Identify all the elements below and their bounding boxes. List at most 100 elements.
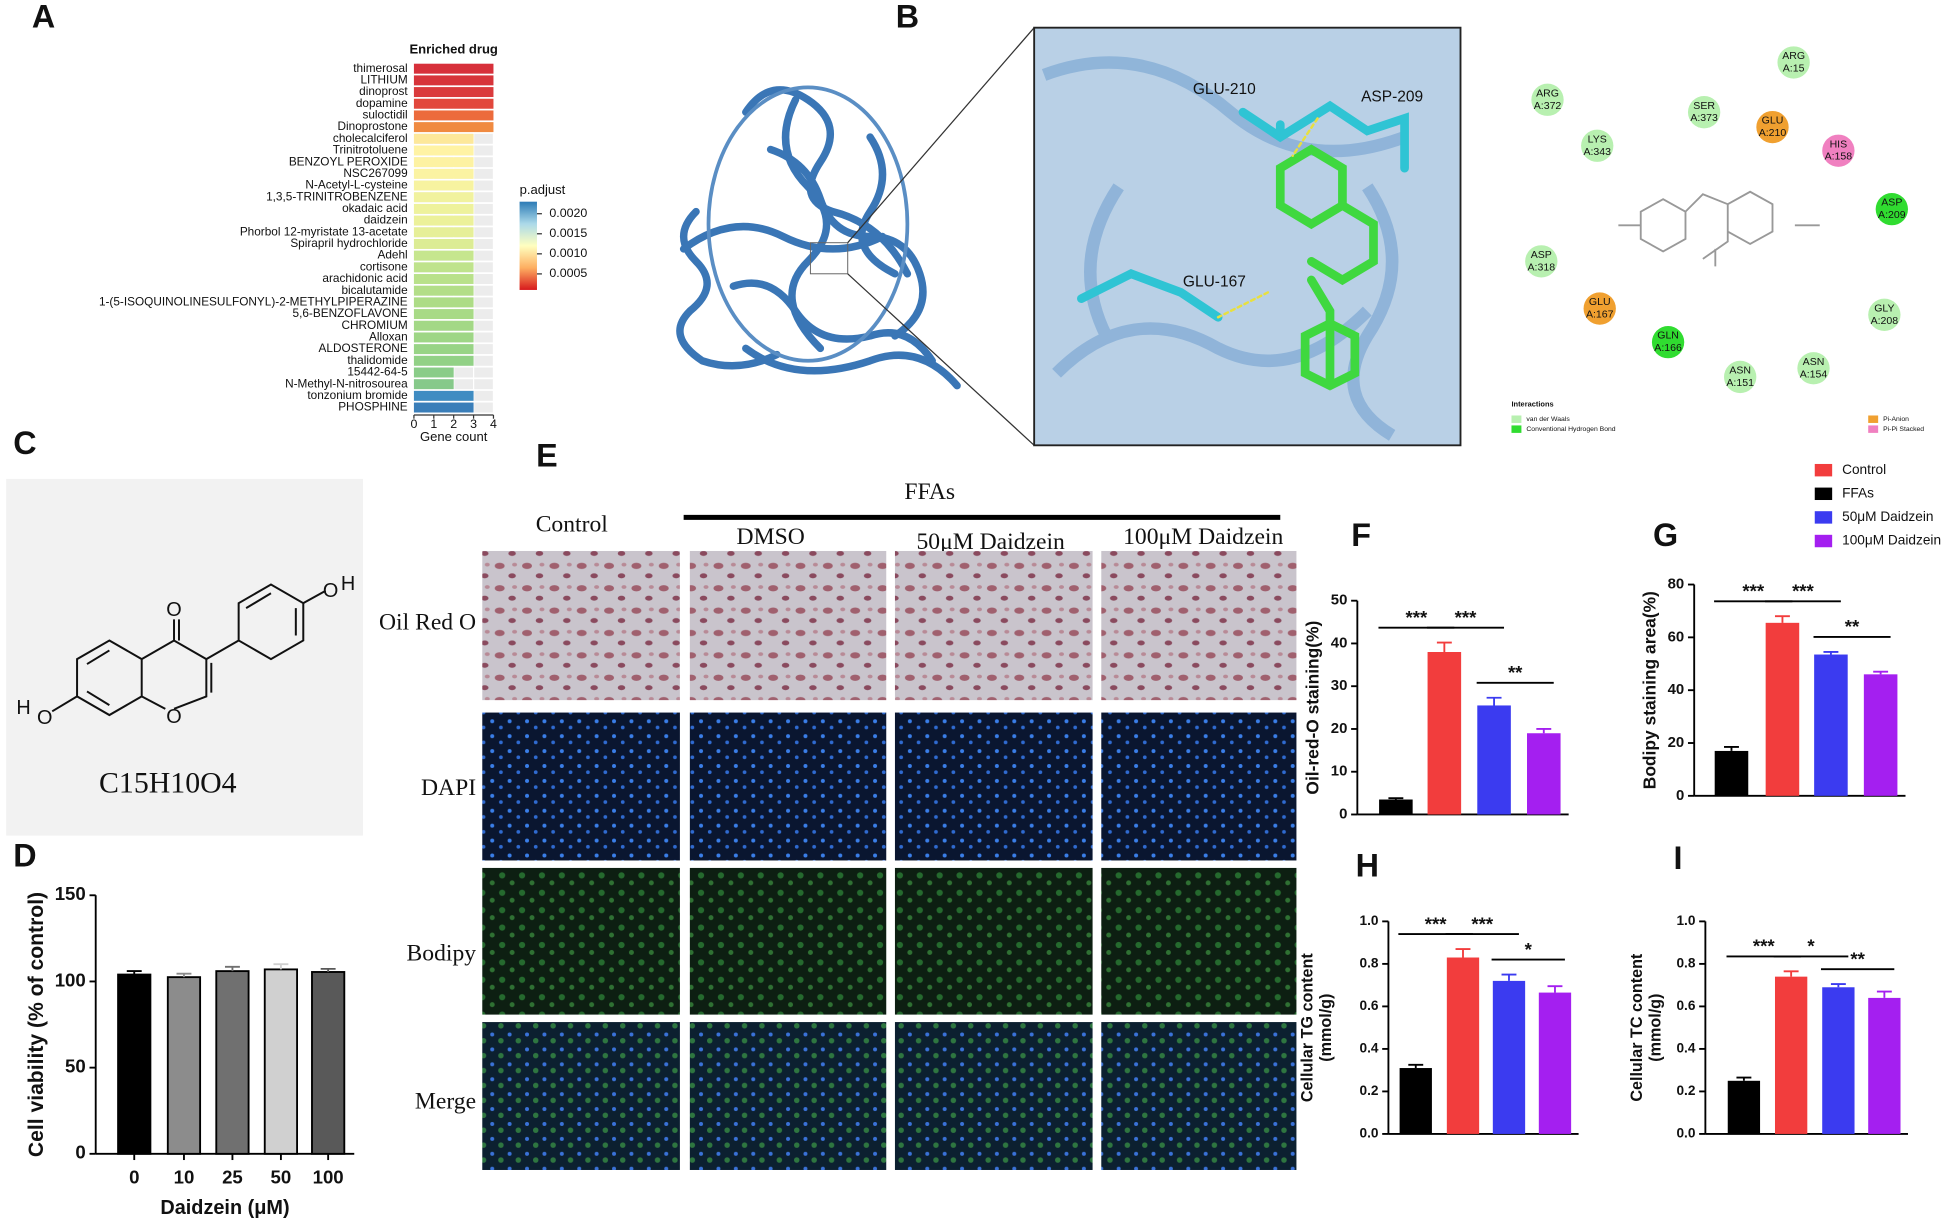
error-bar [126, 970, 142, 975]
residue-id: A:151 [1726, 377, 1754, 389]
atom-label: O [37, 707, 52, 729]
colorbar-tick-label: 0.0020 [549, 206, 587, 220]
micrograph [482, 712, 680, 861]
drug-label: thimerosal [353, 61, 407, 75]
residue-id: A:209 [1878, 209, 1906, 221]
y-tick-label: 0.2 [1676, 1083, 1695, 1098]
residue [1724, 360, 1757, 394]
drug-label: arachidonic acid [322, 271, 407, 285]
legend-label: Control [1842, 462, 1886, 477]
y-tick-label: 0 [75, 1142, 85, 1163]
cell-bg [474, 157, 493, 168]
error-bar [1823, 650, 1839, 655]
error-bar [1486, 696, 1502, 706]
zoom-ribbons [1041, 56, 1407, 441]
residue [1531, 83, 1564, 116]
error-bar [1547, 985, 1563, 993]
bar [413, 157, 474, 168]
micrograph [894, 712, 1093, 861]
micrograph [1101, 550, 1297, 701]
bar [413, 180, 474, 191]
colorbar [519, 201, 537, 290]
bar [413, 367, 454, 378]
legend-swatch [1814, 534, 1833, 548]
y-axis-label: Oil-red-O staining(%) [1302, 621, 1322, 795]
cell-bg [474, 344, 493, 355]
colorbar-title: p.adjust [520, 182, 566, 197]
bar [1868, 997, 1901, 1134]
significance-label: * [1525, 939, 1533, 960]
y-tick-label: 0.2 [1359, 1083, 1378, 1098]
atom-label: H [16, 697, 30, 719]
bar [413, 192, 474, 203]
column-label: Control [536, 512, 609, 538]
y-tick-label: 1.0 [1676, 913, 1695, 928]
drug-label: Phorbol 12-myristate 13-acetate [240, 224, 408, 238]
significance-label: *** [1406, 607, 1428, 628]
residue-id: A:208 [1871, 315, 1899, 327]
residue [1756, 110, 1789, 144]
drug-label: dinoprost [359, 84, 408, 98]
y-axis-label: Cell viability (% of control) [25, 892, 48, 1157]
cell-bg [474, 320, 493, 331]
bar [413, 297, 474, 308]
cell-bg [474, 390, 493, 401]
legend-label: Pi-Pi Stacked [1883, 426, 1924, 433]
atom-label: O [166, 706, 181, 728]
bar [413, 238, 474, 249]
atom-label: H [341, 573, 355, 595]
column-label: 50μM Daidzein [916, 529, 1065, 555]
bar [1399, 1068, 1432, 1134]
error-bar [1736, 1076, 1752, 1081]
residue [1868, 298, 1901, 331]
zoom-region [809, 242, 849, 275]
drug-label: BENZOYL PEROXIDE [289, 154, 408, 168]
residue [1777, 46, 1810, 79]
legend-label: FFAs [1842, 485, 1874, 500]
drug-label: 5,6-BENZOFLAVONE [293, 306, 408, 320]
cell-bg [474, 309, 493, 320]
y-axis-label: Cellular TC content [1628, 953, 1646, 1102]
cell-bg [474, 227, 493, 238]
significance-label: *** [1455, 607, 1477, 628]
residue-name: GLU [1762, 115, 1784, 127]
bar [413, 344, 474, 355]
legend-swatch [1511, 415, 1522, 423]
bar [413, 227, 474, 238]
legend-title: Interactions [1511, 399, 1553, 408]
significance-label: *** [1471, 913, 1493, 934]
cell-bg [474, 133, 493, 144]
panel-label: A [32, 0, 55, 35]
y-axis-label: Bodipy staining area(%) [1639, 591, 1659, 789]
atom-label: O [323, 580, 338, 602]
y-tick-label: 30 [1331, 678, 1348, 694]
residue-id: A:15 [1783, 62, 1805, 74]
bar [1774, 976, 1808, 1134]
residue-id: A:167 [1586, 309, 1614, 321]
chemical-structure [51, 583, 327, 717]
error-bar [176, 972, 192, 978]
drug-label: cortisone [360, 259, 408, 273]
bar [1814, 654, 1848, 796]
legend-swatch [1814, 487, 1833, 501]
cell-bg [474, 215, 493, 226]
cell-bg [454, 379, 473, 390]
bar [413, 250, 474, 261]
error-bar [1388, 797, 1404, 800]
error-bar [1876, 990, 1892, 998]
cell-bg [474, 262, 493, 273]
bar [413, 63, 494, 74]
bar [1477, 705, 1511, 815]
bar [166, 976, 202, 1155]
y-tick-label: 80 [1668, 576, 1685, 592]
residue-name: GLY [1874, 302, 1894, 314]
drug-label: suloctidil [362, 108, 407, 122]
micrograph [482, 867, 680, 1015]
y-tick-label: 20 [1668, 735, 1685, 751]
y-tick-label: 100 [55, 969, 86, 990]
micrograph [689, 1022, 887, 1170]
row-label: Oil Red O [379, 610, 476, 636]
x-tick-label: 2 [450, 417, 457, 431]
significance-label: *** [1792, 581, 1814, 602]
